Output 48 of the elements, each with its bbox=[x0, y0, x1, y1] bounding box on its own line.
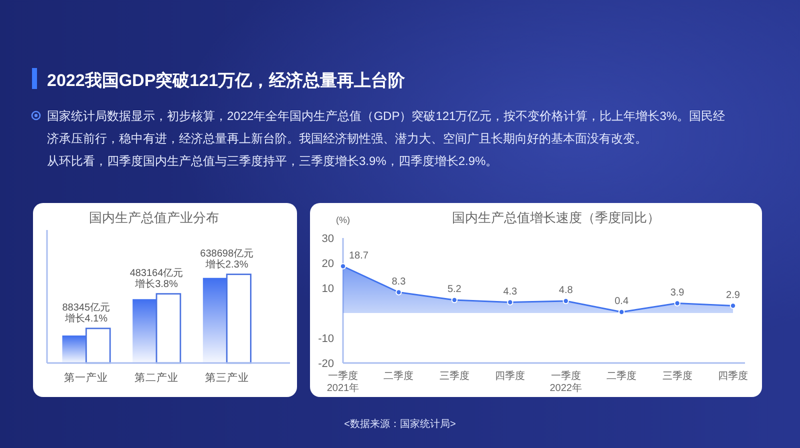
point bbox=[562, 298, 569, 304]
y-tick-label: 10 bbox=[322, 282, 334, 295]
chart-title: 国内生产总值产业分布 bbox=[89, 210, 219, 225]
y-tick-label: 30 bbox=[322, 232, 334, 245]
x-tick-label: 三季度 bbox=[439, 370, 470, 382]
text: 2022我国GDP突破121万亿，经济总量再上台阶 bbox=[47, 71, 406, 90]
annotation: 88345亿元 bbox=[62, 302, 110, 314]
x-tick-label: 三季度 bbox=[662, 370, 692, 382]
point bbox=[451, 296, 458, 304]
annotation: 638698亿元 bbox=[200, 248, 254, 260]
annotation: 增长2.3% bbox=[204, 258, 248, 270]
bar bbox=[85, 328, 111, 364]
x-tick-label: 一季度 2022年 bbox=[550, 370, 582, 394]
x-tick-label: 四季度 bbox=[718, 370, 748, 382]
annotation: 增长4.1% bbox=[64, 312, 108, 324]
x-tick-label: 第一产业 bbox=[64, 371, 108, 384]
x-tick-label: 第三产业 bbox=[204, 371, 249, 384]
data-label: 0.4 bbox=[614, 296, 629, 307]
data-label: 3.9 bbox=[670, 287, 685, 298]
text: 从环比看，四季度国内生产总值与三季度持平，三季度增长3.9%，四季度增长2.9%。 bbox=[47, 154, 498, 168]
x-tick-label: 第二产业 bbox=[134, 371, 178, 384]
bar bbox=[226, 274, 252, 364]
bar bbox=[156, 293, 182, 364]
bar bbox=[62, 336, 86, 363]
data-label: 18.7 bbox=[349, 250, 369, 262]
x-tick-label: 四季度 bbox=[495, 370, 526, 382]
text: 国家统计局数据显示，初步核算，2022年全年国内生产总值（GDP）突破121万亿元，按不变价格计算，比上年增长3%。国民经济承压前行，稳中有进，经济总量再上新台阶。我国经济韧性强、潜力大、空间广且长期向好的基本面没有改变。 bbox=[47, 109, 726, 146]
data-label: 4.3 bbox=[503, 286, 518, 298]
bar bbox=[132, 299, 156, 363]
y-tick-label: -10 bbox=[318, 332, 334, 345]
data-label: 4.8 bbox=[558, 285, 574, 296]
data-label: 8.3 bbox=[392, 276, 406, 288]
bar bbox=[202, 278, 227, 363]
y-tick-label: 20 bbox=[322, 258, 334, 270]
x-tick-label: 二季度 bbox=[384, 370, 414, 382]
annotation: 483164亿元 bbox=[130, 268, 184, 279]
annotation: 增长3.8% bbox=[134, 278, 178, 290]
text: <数据来源：国家统计局> bbox=[344, 418, 456, 430]
data-label: 5.2 bbox=[447, 284, 462, 295]
y-axis-title: (%) bbox=[336, 215, 350, 225]
point bbox=[618, 308, 625, 316]
chart-title: 国内生产总值增长速度（季度同比） bbox=[452, 210, 660, 225]
point bbox=[340, 263, 346, 270]
y-tick-label: -20 bbox=[318, 358, 334, 370]
data-label: 2.9 bbox=[726, 290, 740, 301]
point bbox=[730, 302, 736, 309]
x-tick-label: 一季度 2021年 bbox=[326, 370, 360, 394]
x-tick-label: 二季度 bbox=[606, 370, 637, 382]
